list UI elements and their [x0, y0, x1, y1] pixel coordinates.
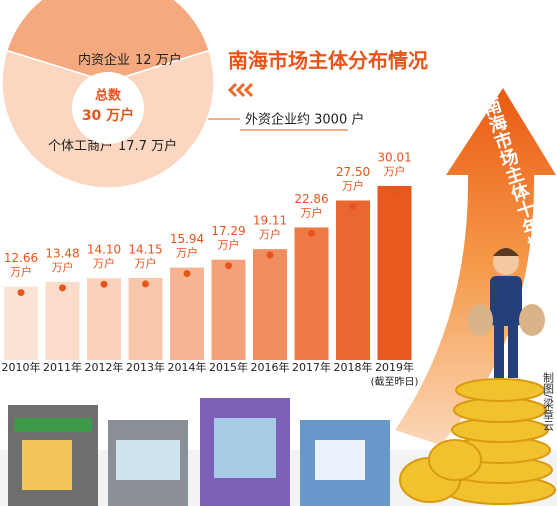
- value-unit: 万户: [218, 238, 240, 252]
- slice-value-label: 17.7 万户: [118, 138, 177, 154]
- value-label: 14.15: [128, 242, 162, 256]
- bar: [128, 277, 163, 360]
- bar-dot: [266, 251, 274, 259]
- value-unit: 万户: [135, 256, 157, 270]
- value-unit: 万户: [10, 265, 32, 279]
- center-total: 30 万户: [82, 107, 134, 124]
- value-label: 12.66: [4, 251, 38, 265]
- slice-label: 内资企业 12 万户: [78, 52, 182, 68]
- pie-annotation: 外资企业约 3000 户: [245, 112, 364, 128]
- x-tick-label: 2012年: [85, 360, 124, 374]
- value-unit: 万户: [259, 227, 281, 241]
- center-title: 总数: [95, 88, 122, 104]
- bar-note: (截至昨日): [371, 375, 419, 388]
- value-unit: 万户: [384, 164, 406, 178]
- x-tick-label: 2018年: [334, 360, 373, 374]
- slice-value-label: 12 万户: [135, 52, 182, 68]
- slice-name: 内资企业: [78, 52, 130, 68]
- value-label: 13.48: [45, 246, 79, 260]
- bar-dot: [308, 229, 315, 237]
- x-tick-label: 2015年: [209, 360, 248, 374]
- chevrons: [227, 82, 254, 98]
- value-label: 22.86: [294, 192, 328, 206]
- growth-arrow: [395, 88, 556, 445]
- value-label: 15.94: [170, 232, 204, 246]
- value-label: 19.11: [253, 214, 287, 228]
- bar-dot: [391, 188, 398, 196]
- pie-title: 南海市场主体分布情况: [228, 49, 428, 73]
- businessman: [467, 248, 545, 378]
- bar: [336, 200, 370, 360]
- x-tick-label: 2013年: [126, 360, 165, 374]
- bar: [170, 267, 204, 360]
- x-tick-label: 2019年: [375, 360, 414, 374]
- bar: [377, 185, 412, 360]
- value-unit: 万户: [301, 205, 323, 219]
- bar: [294, 227, 329, 360]
- x-tick-label: 2010年: [2, 360, 41, 374]
- bar: [253, 249, 287, 360]
- value-label: 17.29: [211, 224, 245, 238]
- credit: 制图/梁章云: [542, 372, 555, 432]
- x-tick-label: 2011年: [43, 360, 82, 374]
- x-tick-label: 2017年: [292, 360, 331, 374]
- bar: [211, 259, 246, 360]
- value-label: 30.01: [377, 150, 411, 164]
- value-unit: 万户: [342, 179, 364, 193]
- bar-dot: [349, 203, 357, 210]
- x-tick-label: 2016年: [251, 360, 290, 374]
- x-tick-label: 2014年: [168, 360, 207, 374]
- bar: [4, 286, 38, 360]
- bar-dot: [142, 280, 149, 288]
- town-decoration: [0, 378, 557, 506]
- value-unit: 万户: [93, 256, 115, 270]
- value-unit: 万户: [52, 260, 74, 274]
- bar: [45, 281, 80, 360]
- value-unit: 万户: [176, 246, 198, 260]
- value-label: 27.50: [336, 165, 370, 179]
- pie-center: [72, 72, 144, 144]
- bar-dot: [17, 289, 25, 297]
- bar-dot: [183, 270, 191, 278]
- bar-dot: [59, 284, 66, 292]
- bar: [87, 278, 121, 360]
- bar-dot: [225, 262, 232, 270]
- bar-dot: [100, 280, 108, 288]
- value-label: 14.10: [87, 243, 121, 257]
- pie-slice: [5, 0, 211, 83]
